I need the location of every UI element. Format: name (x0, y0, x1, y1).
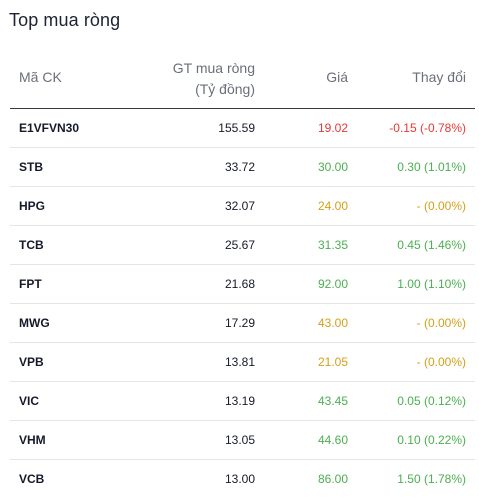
stock-code[interactable]: VIC (19, 394, 40, 408)
price: 31.35 (317, 238, 348, 252)
price: 86.00 (317, 472, 348, 486)
net-buy-value: 33.72 (224, 160, 255, 174)
net-buy-value: 32.07 (224, 199, 255, 213)
change: - (0.00%) (416, 316, 466, 330)
price: 43.00 (317, 316, 348, 330)
change: 0.10 (0.22%) (397, 433, 466, 447)
net-buy-value: 13.00 (224, 472, 255, 486)
price: 19.02 (317, 121, 348, 135)
stock-code[interactable]: VPB (19, 355, 44, 369)
stock-code[interactable]: TCB (19, 238, 44, 252)
change: - (0.00%) (416, 199, 466, 213)
net-buy-value: 13.05 (224, 433, 255, 447)
price: 92.00 (317, 277, 348, 291)
column-header-change[interactable]: Thay đổi (412, 69, 466, 85)
column-header-net-buy-value[interactable]: GT mua ròng (Tỷ đồng) (173, 58, 255, 100)
change: 0.30 (1.01%) (397, 160, 466, 174)
net-buy-value: 13.81 (224, 355, 255, 369)
change: 0.05 (0.12%) (397, 394, 466, 408)
stock-code[interactable]: FPT (19, 277, 42, 291)
stock-code[interactable]: VCB (19, 472, 45, 486)
stock-code[interactable]: HPG (19, 199, 46, 213)
column-header-price[interactable]: Giá (326, 69, 348, 85)
table-row[interactable]: HPG 32.07 24.00 - (0.00%) (10, 187, 475, 226)
change: - (0.00%) (416, 355, 466, 369)
column-header-net-buy-label: GT mua ròng (172, 60, 255, 76)
price: 24.00 (317, 199, 348, 213)
column-header-code[interactable]: Mã CK (19, 69, 62, 85)
widget-title: Top mua ròng (9, 10, 121, 30)
net-buy-value: 13.19 (224, 394, 255, 408)
change: 1.00 (1.10%) (397, 277, 466, 291)
price: 44.60 (317, 433, 348, 447)
change: 0.45 (1.46%) (397, 238, 466, 252)
net-buy-value: 25.67 (224, 238, 255, 252)
table-row[interactable]: VIC 13.19 43.45 0.05 (0.12%) (10, 382, 475, 421)
table-row[interactable]: TCB 25.67 31.35 0.45 (1.46%) (10, 226, 475, 265)
table-row[interactable]: VHM 13.05 44.60 0.10 (0.22%) (10, 421, 475, 460)
column-header-net-buy-unit: (Tỷ đồng) (195, 81, 255, 97)
price: 43.45 (317, 394, 348, 408)
change: 1.50 (1.78%) (397, 472, 466, 486)
table-row[interactable]: FPT 21.68 92.00 1.00 (1.10%) (10, 265, 475, 304)
price: 30.00 (317, 160, 348, 174)
stock-code[interactable]: MWG (19, 316, 50, 330)
table-body: E1VFVN30 155.59 19.02 -0.15 (-0.78%) STB… (10, 109, 475, 498)
net-buy-value: 21.68 (224, 277, 255, 291)
change: -0.15 (-0.78%) (389, 121, 466, 135)
table-row[interactable]: E1VFVN30 155.59 19.02 -0.15 (-0.78%) (10, 109, 475, 148)
net-buy-value: 155.59 (218, 121, 255, 135)
net-buy-value: 17.29 (224, 316, 255, 330)
stock-code[interactable]: STB (19, 160, 43, 174)
table-row[interactable]: VCB 13.00 86.00 1.50 (1.78%) (10, 460, 475, 498)
stock-code[interactable]: VHM (19, 433, 46, 447)
price: 21.05 (317, 355, 348, 369)
table-row[interactable]: STB 33.72 30.00 0.30 (1.01%) (10, 148, 475, 187)
table-row[interactable]: VPB 13.81 21.05 - (0.00%) (10, 343, 475, 382)
table-header: Mã CK GT mua ròng (Tỷ đồng) Giá Thay đổi (10, 54, 475, 109)
stock-code[interactable]: E1VFVN30 (19, 121, 80, 135)
table-row[interactable]: MWG 17.29 43.00 - (0.00%) (10, 304, 475, 343)
